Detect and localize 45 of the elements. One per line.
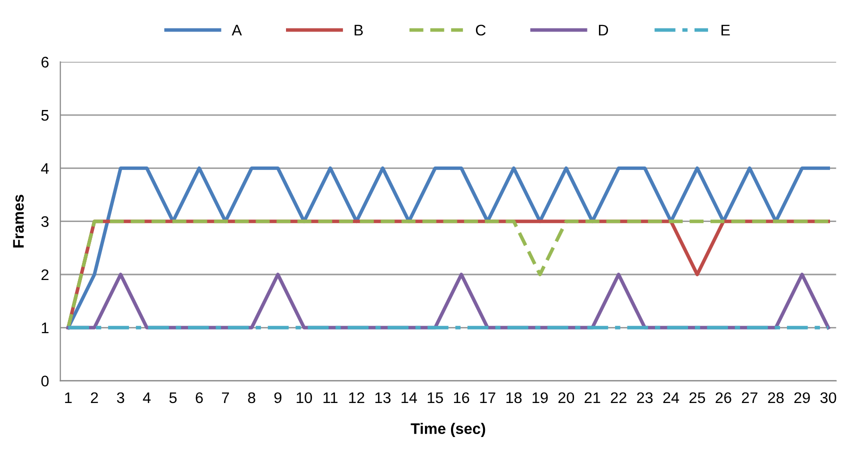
x-tick-label: 15: [428, 392, 443, 404]
x-tick-label: 10: [296, 392, 312, 404]
x-tick-label: 18: [506, 392, 522, 404]
x-tick-label: 24: [663, 392, 680, 403]
x-tick-label: 16: [454, 392, 470, 404]
x-tick-label: 28: [768, 392, 784, 404]
x-tick-label: 9: [274, 392, 282, 404]
x-tick-label: 1: [65, 392, 72, 403]
x-tick-label: 12: [349, 392, 364, 403]
x-tick-label: 27: [742, 392, 758, 403]
x-tick-label: 7: [222, 392, 229, 403]
y-tick-label: 2: [42, 269, 48, 280]
y-tick-label: 4: [41, 163, 49, 174]
x-tick-label: 14: [402, 392, 417, 403]
y-tick-label: 0: [41, 376, 49, 386]
x-tick-label: 4: [142, 392, 151, 403]
x-tick-label: 21: [584, 392, 600, 403]
y-tick-label: 6: [42, 56, 49, 68]
legend-label: B: [354, 24, 363, 36]
legend-label: E: [722, 24, 730, 36]
legend-label: A: [232, 24, 242, 36]
x-tick-label: 3: [116, 392, 124, 404]
x-tick-label: 13: [375, 392, 391, 404]
x-tick-label: 2: [90, 392, 98, 403]
y-tick-label: 3: [41, 216, 49, 228]
x-tick-label: 25: [690, 392, 706, 404]
legend-label: D: [598, 24, 608, 36]
x-tick-label: 6: [196, 392, 203, 404]
x-tick-label: 22: [610, 392, 626, 403]
x-tick-label: 20: [558, 392, 574, 404]
x-tick-label: 5: [169, 392, 177, 404]
x-tick-label: 19: [532, 392, 548, 404]
x-tick-label: 8: [248, 392, 256, 404]
legend-label: C: [476, 24, 486, 36]
x-tick-label: 11: [324, 392, 338, 403]
x-tick-label: 29: [794, 392, 810, 404]
y-axis-title: Frames: [13, 194, 24, 248]
x-tick-label: 30: [820, 392, 836, 404]
y-tick-label: 5: [41, 110, 49, 121]
x-tick-label: 26: [716, 392, 732, 404]
line-series: [66, 166, 830, 330]
x-tick-label: 17: [480, 392, 496, 403]
x-tick-label: 23: [637, 392, 653, 404]
y-tick-label: 1: [42, 322, 48, 334]
x-axis-title: Time (sec): [410, 422, 486, 438]
